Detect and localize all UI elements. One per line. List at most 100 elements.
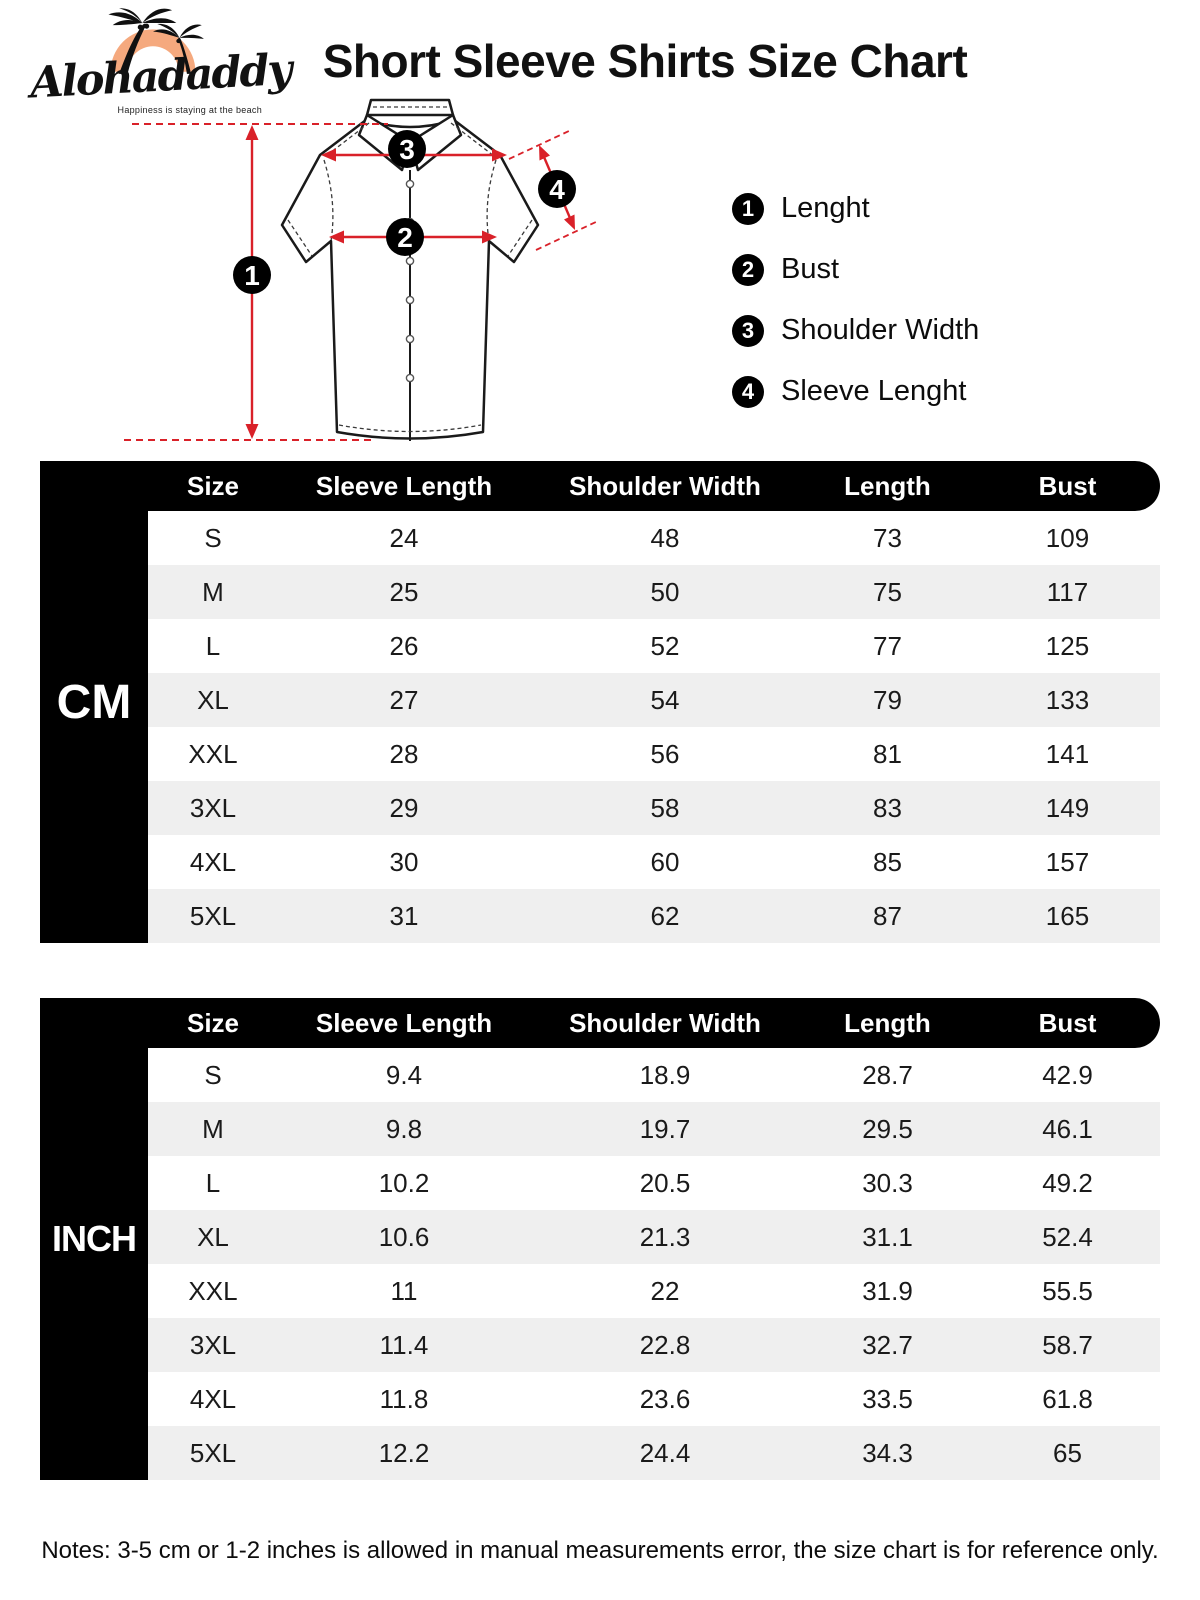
table-cell: 29	[389, 792, 419, 823]
column-header: Size	[186, 470, 240, 501]
table-cell: 141	[1045, 738, 1090, 769]
table-cell: 27	[389, 684, 419, 715]
table-row: XL 27 54 79 133	[148, 673, 1160, 727]
marker-1: 1	[244, 260, 260, 291]
table-cell: 9.4	[385, 1059, 423, 1090]
table-cell: 32.7	[862, 1329, 913, 1360]
table-row: 3XL 11.4 22.8 32.7 58.7	[148, 1318, 1160, 1372]
page-title: Short Sleeve Shirts Size Chart	[322, 35, 968, 87]
brand-logo: Alohadaddy Happiness is staying at the b…	[22, 4, 292, 124]
table-cell: 22	[650, 1275, 680, 1306]
table-cell: 65	[1053, 1437, 1082, 1468]
table-cell: 30	[389, 846, 419, 877]
legend-num-1: 1	[732, 192, 764, 225]
column-header: Length	[844, 470, 931, 501]
table-cell: 87	[873, 900, 902, 931]
unit-label-inch: INCH	[40, 998, 148, 1480]
marker-4: 4	[549, 174, 565, 205]
table-cell: 85	[873, 846, 902, 877]
table-cell: 79	[873, 684, 902, 715]
table-cell: 75	[873, 576, 902, 607]
table-cell: 5XL	[189, 900, 237, 931]
measurement-arrows	[124, 123, 599, 441]
table-cell: 52	[650, 630, 680, 661]
table-row: S 24 48 73 109	[148, 511, 1160, 565]
table-cell: L	[205, 1167, 221, 1198]
table-cell: 10.2	[378, 1167, 430, 1198]
brand-tagline: Happiness is staying at the beach	[117, 105, 262, 115]
legend-label: Lenght	[781, 192, 870, 224]
measurement-legend: 1 Lenght 2 Bust 3 Shoulder Width 4 Sleev…	[732, 178, 979, 422]
table-cell: 61.8	[1042, 1383, 1093, 1414]
table-row: M 25 50 75 117	[148, 565, 1160, 619]
table-cell: 31	[389, 900, 419, 931]
table-cell: 58.7	[1042, 1329, 1093, 1360]
column-header: Bust	[1038, 470, 1097, 501]
table-cell: XXL	[188, 1275, 238, 1306]
table-cell: 48	[650, 522, 680, 553]
table-cell: 28	[389, 738, 419, 769]
palm-trees-sun-icon	[108, 8, 204, 74]
legend-item-sleeve-length: 4 Sleeve Lenght	[732, 361, 979, 422]
table-cell: 62	[650, 900, 680, 931]
table-header-row: Size Sleeve Length Shoulder Width Length Bus…	[40, 998, 1160, 1048]
table-cell: 157	[1045, 846, 1090, 877]
table-cell: 20.5	[639, 1167, 691, 1198]
column-header: Sleeve Length	[315, 470, 493, 501]
table-header-row: Size Sleeve Length Shoulder Width Length Bus…	[40, 461, 1160, 511]
table-cell: 73	[873, 522, 902, 553]
table-cell: 81	[873, 738, 902, 769]
table-cell: 28.7	[862, 1059, 913, 1090]
column-header: Shoulder Width	[569, 1007, 761, 1038]
table-cell: 54	[650, 684, 680, 715]
table-cell: 19.7	[639, 1113, 691, 1144]
table-cell: 21.3	[639, 1221, 691, 1252]
table-cell: 109	[1045, 522, 1090, 553]
table-cell: 3XL	[189, 1329, 237, 1360]
column-header: Length	[844, 1007, 931, 1038]
table-row: XXL 28 56 81 141	[148, 727, 1160, 781]
shirt-measurement-diagram: 1 2 3 4	[124, 98, 599, 441]
column-header: Size	[186, 1007, 240, 1038]
table-cell: 11.4	[379, 1329, 429, 1360]
legend-label: Bust	[781, 253, 840, 285]
size-table-cm: CM Size Sleeve Length Shoulder Width Length…	[40, 461, 1160, 943]
size-table-inch: INCH Size Sleeve Length Shoulder Width Leng…	[40, 998, 1160, 1480]
column-header: Sleeve Length	[315, 1007, 493, 1038]
table-cell: 25	[389, 576, 419, 607]
legend-item-shoulder-width: 3 Shoulder Width	[732, 300, 979, 361]
legend-item-length: 1 Lenght	[732, 178, 979, 239]
marker-3: 3	[399, 134, 415, 165]
table-cell: 4XL	[189, 1383, 237, 1414]
table-cell: 56	[650, 738, 680, 769]
legend-item-bust: 2 Bust	[732, 239, 979, 300]
table-row: L 26 52 77 125	[148, 619, 1160, 673]
table-cell: 18.9	[639, 1059, 691, 1090]
table-cell: 24	[389, 522, 419, 553]
table-row: 5XL 12.2 24.4 34.3 65	[148, 1426, 1160, 1480]
table-cell: 11	[390, 1275, 418, 1306]
unit-label-cm: CM	[40, 461, 148, 943]
table-cell: 42.9	[1042, 1059, 1093, 1090]
table-cell: 24.4	[639, 1437, 691, 1468]
table-cell: M	[202, 576, 224, 607]
table-cell: 55.5	[1042, 1275, 1093, 1306]
table-cell: 10.6	[378, 1221, 430, 1252]
diagram-marker-circles: 1 2 3 4	[233, 130, 576, 294]
table-cell: 5XL	[189, 1437, 237, 1468]
table-cell: L	[205, 630, 221, 661]
table-cell: S	[204, 522, 222, 553]
table-cell: 29.5	[862, 1113, 913, 1144]
sun-arc	[110, 29, 196, 72]
table-cell: 23.6	[639, 1383, 691, 1414]
table-cell: 50	[650, 576, 680, 607]
column-header: Shoulder Width	[569, 470, 761, 501]
table-row: XL 10.6 21.3 31.1 52.4	[148, 1210, 1160, 1264]
table-row: 5XL 31 62 87 165	[148, 889, 1160, 943]
legend-label: Sleeve Lenght	[781, 375, 967, 407]
table-cell: 22.8	[639, 1329, 691, 1360]
table-cell: 33.5	[862, 1383, 913, 1414]
table-cell: 60	[650, 846, 680, 877]
legend-num-3: 3	[732, 314, 764, 347]
